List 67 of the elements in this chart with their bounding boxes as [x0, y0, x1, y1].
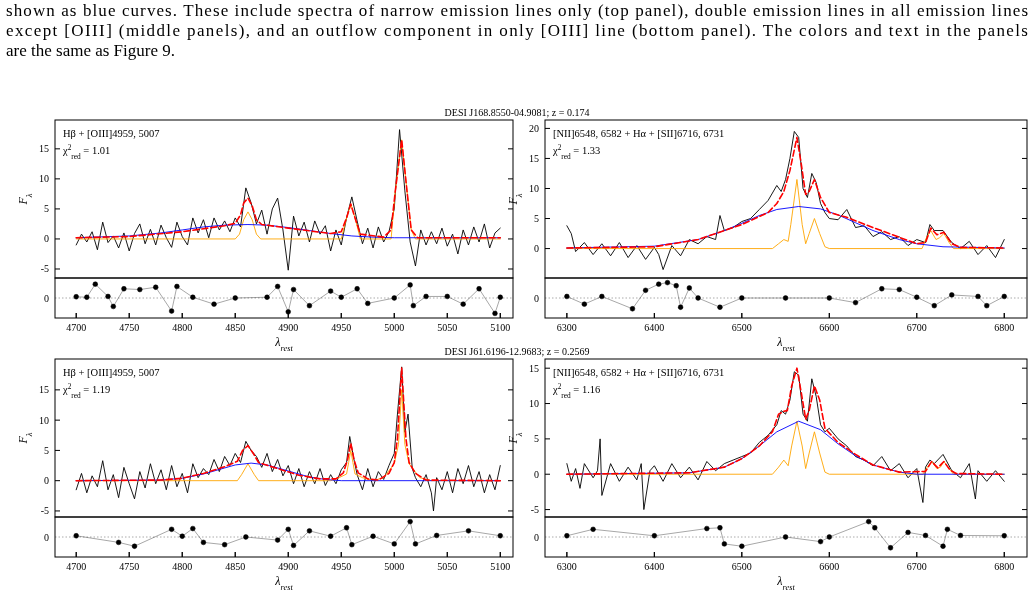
x-axis-title: λ$_{rest}$	[274, 574, 294, 592]
annotation: χ$^{2}$$_{red}$ = 1.01	[62, 142, 111, 161]
y-tick-label: 5	[44, 444, 49, 456]
x-tick-label: 4700	[66, 322, 87, 333]
x-tick-label: 6600	[819, 322, 840, 333]
y-tick-label: 10	[529, 398, 539, 410]
x-tick-label: 4950	[331, 561, 352, 572]
x-tick-label: 5050	[437, 322, 458, 333]
x-tick-label: 6800	[994, 322, 1015, 333]
y-tick-label: 10	[39, 414, 49, 426]
y-tick-label: 15	[529, 152, 539, 164]
x-tick-label: 5050	[437, 561, 458, 572]
annotation: χ$^{2}$$_{red}$ = 1.16	[552, 381, 601, 400]
x-tick-label: 6400	[644, 322, 665, 333]
y-tick-label: 10	[529, 182, 539, 194]
y-tick-label: 0	[44, 475, 49, 487]
chart-title: DESI J61.6196-12.9683; z = 0.2569	[444, 346, 590, 357]
x-tick-label: 4950	[331, 322, 352, 333]
x-tick-label: 4750	[119, 561, 140, 572]
annotation: χ$^{2}$$_{red}$ = 1.33	[552, 142, 601, 161]
x-tick-label: 4850	[225, 561, 246, 572]
y-tick-label: 5	[534, 433, 539, 445]
x-tick-label: 4900	[278, 322, 299, 333]
text: except [OIII] (middle panels), and an outflow component in only [OIII] line (bottom panel). The colors and text in the panels	[6, 21, 1028, 40]
x-tick-label: 4700	[66, 561, 87, 572]
y-tick-label: -5	[40, 263, 49, 275]
annotation: [NII]6548, 6582 + Hα + [SII]6716, 6731	[553, 367, 725, 378]
x-tick-label: 4900	[278, 561, 299, 572]
y-tick-label: 5	[534, 213, 539, 225]
x-tick-label: 6500	[731, 322, 752, 333]
y-tick-label: 15	[39, 143, 49, 155]
y-tick-label: 20	[529, 122, 539, 134]
x-tick-label: 6300	[556, 561, 577, 572]
x-tick-label: 4750	[119, 322, 140, 333]
text: are the same as Figure 9.	[6, 41, 175, 60]
x-tick-label: 5100	[490, 322, 511, 333]
x-axis-title: λ$_{rest}$	[274, 335, 294, 353]
y-tick-label: 15	[39, 384, 49, 396]
x-tick-label: 6600	[819, 561, 840, 572]
annotation: χ$^{2}$$_{red}$ = 1.19	[62, 381, 111, 400]
x-tick-label: 6800	[994, 561, 1015, 572]
x-tick-label: 6700	[906, 322, 927, 333]
y-tick-label: 5	[44, 203, 49, 215]
y-tick-label: 0	[534, 243, 539, 255]
x-axis-title: λ$_{rest}$	[776, 574, 796, 592]
y-tick-label: 0	[534, 468, 539, 480]
x-tick-label: 6500	[731, 561, 752, 572]
x-tick-label: 5100	[490, 561, 511, 572]
y-tick-label: 15	[529, 362, 539, 374]
x-tick-label: 4800	[172, 322, 193, 333]
annotation: Hβ + [OIII]4959, 5007	[63, 128, 160, 139]
annotation: Hβ + [OIII]4959, 5007	[63, 367, 160, 378]
x-tick-label: 6300	[556, 322, 577, 333]
y-tick-label: 10	[39, 173, 49, 185]
x-tick-label: 4850	[225, 322, 246, 333]
y-tick-label: 0	[44, 233, 49, 245]
x-tick-label: 6700	[906, 561, 927, 572]
x-tick-label: 6400	[644, 561, 665, 572]
chart-title: DESI J168.8550-04.9081; z = 0.174	[444, 107, 590, 118]
x-tick-label: 4800	[172, 561, 193, 572]
y-tick-label: -5	[530, 504, 539, 516]
annotation: [NII]6548, 6582 + Hα + [SII]6716, 6731	[553, 128, 725, 139]
y-tick-label: -5	[40, 505, 49, 517]
x-tick-label: 5000	[384, 322, 405, 333]
x-axis-title: λ$_{rest}$	[776, 335, 796, 353]
text: shown as blue curves. These include spectra of narrow emission lines only (top panel), double emission lines in all emission lines	[6, 1, 1028, 20]
x-tick-label: 5000	[384, 561, 405, 572]
